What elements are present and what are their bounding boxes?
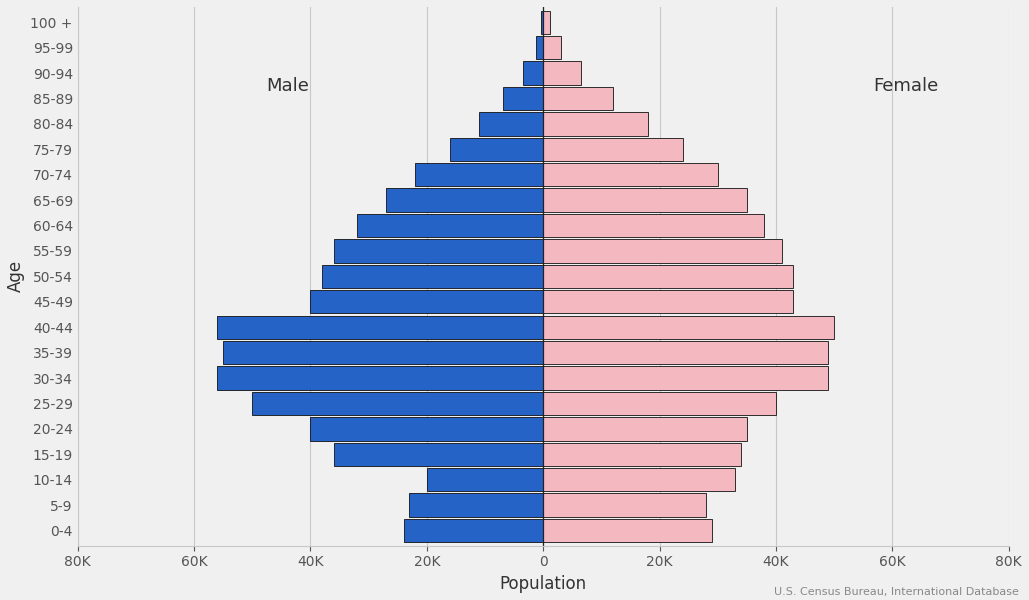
Bar <box>333 443 543 466</box>
Bar <box>543 367 828 390</box>
Bar <box>536 36 543 59</box>
Bar <box>543 239 782 263</box>
Bar <box>543 493 706 517</box>
Text: U.S. Census Bureau, International Database: U.S. Census Bureau, International Databa… <box>774 587 1019 597</box>
Bar <box>543 468 736 491</box>
Bar <box>403 519 543 542</box>
Bar <box>543 417 747 440</box>
Bar <box>543 341 828 364</box>
Bar <box>543 316 835 339</box>
Bar <box>217 367 543 390</box>
Text: Female: Female <box>874 77 938 95</box>
Bar <box>543 61 581 85</box>
Y-axis label: Age: Age <box>7 260 25 292</box>
Bar <box>252 392 543 415</box>
Bar <box>357 214 543 237</box>
Bar <box>543 163 718 187</box>
Bar <box>427 468 543 491</box>
Bar <box>311 290 543 313</box>
Bar <box>543 214 765 237</box>
Bar <box>541 11 543 34</box>
Bar <box>322 265 543 288</box>
Bar <box>217 316 543 339</box>
Bar <box>543 188 747 212</box>
Bar <box>523 61 543 85</box>
Bar <box>416 163 543 187</box>
Bar <box>543 519 712 542</box>
Bar <box>223 341 543 364</box>
Bar <box>480 112 543 136</box>
Bar <box>386 188 543 212</box>
Bar <box>543 443 741 466</box>
Bar <box>410 493 543 517</box>
Bar <box>333 239 543 263</box>
Bar <box>543 11 551 34</box>
Bar <box>450 137 543 161</box>
Bar <box>543 112 648 136</box>
X-axis label: Population: Population <box>500 575 587 593</box>
Bar <box>502 87 543 110</box>
Bar <box>543 87 613 110</box>
Bar <box>543 265 793 288</box>
Bar <box>543 290 793 313</box>
Bar <box>543 392 776 415</box>
Bar <box>543 36 561 59</box>
Bar <box>311 417 543 440</box>
Text: Male: Male <box>265 77 309 95</box>
Bar <box>543 137 683 161</box>
